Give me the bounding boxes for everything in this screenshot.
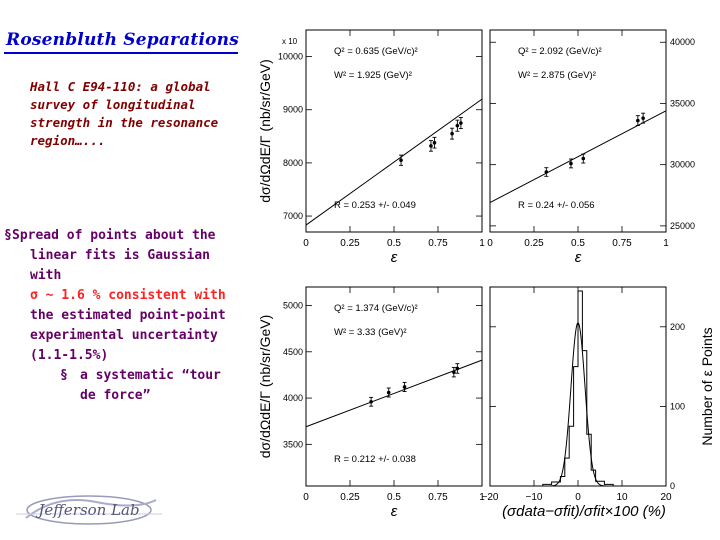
x-tick-label: 0 bbox=[303, 492, 309, 503]
y-tick-label: 3500 bbox=[283, 439, 303, 449]
bullet-line-5: experimental uncertainty bbox=[30, 328, 218, 343]
data-point bbox=[641, 116, 645, 120]
data-point bbox=[459, 121, 463, 125]
y-tick-label: 4500 bbox=[283, 347, 303, 357]
data-point bbox=[369, 399, 373, 404]
data-point bbox=[569, 161, 573, 166]
x-tick-label: 0.25 bbox=[340, 238, 360, 249]
data-point bbox=[544, 170, 549, 174]
y-tick-label: 0 bbox=[670, 481, 675, 491]
x-tick-label: −20 bbox=[482, 492, 499, 503]
sub-bullet-mark: § bbox=[60, 368, 68, 383]
data-point bbox=[581, 156, 586, 161]
sub-bullet-line-1: a systematic “tour bbox=[80, 368, 221, 383]
y-multiplier: x 10 bbox=[282, 37, 298, 46]
data-point bbox=[450, 131, 454, 136]
y-tick-label: 40000 bbox=[670, 37, 695, 47]
logo-text: Jefferson Lab bbox=[35, 501, 139, 519]
x-tick-label: 0.5 bbox=[387, 238, 401, 249]
bullet-line-6: (1.1-1.5%) bbox=[30, 348, 109, 363]
x-tick-label: 1 bbox=[479, 238, 485, 249]
sub-bullet-line-2: de force” bbox=[80, 388, 151, 403]
x-tick-label: 0.75 bbox=[428, 238, 448, 249]
y-tick-label: 100 bbox=[670, 401, 685, 411]
data-point bbox=[429, 144, 433, 148]
x-tick-label: 0.75 bbox=[428, 492, 448, 503]
annotation-q2: Q² = 1.374 (GeV/c)² bbox=[334, 303, 418, 314]
data-point bbox=[399, 158, 403, 163]
x-axis-label: ε bbox=[391, 503, 398, 520]
x-tick-label: 1 bbox=[663, 238, 669, 249]
bullet-line-1: Spread of points about the bbox=[2, 226, 240, 246]
data-point bbox=[432, 140, 437, 145]
data-point bbox=[455, 366, 460, 371]
annotation-r: R = 0.24 +/- 0.056 bbox=[518, 200, 595, 211]
annotation-w2: W² = 2.875 (GeV)² bbox=[518, 70, 596, 81]
gaussian-fit-curve bbox=[542, 322, 614, 487]
y-tick-label: 7000 bbox=[283, 211, 303, 221]
data-point bbox=[452, 370, 456, 374]
annotation-r: R = 0.212 +/- 0.038 bbox=[334, 454, 416, 465]
annotation-q2: Q² = 0.635 (GeV/c)² bbox=[334, 46, 418, 57]
fit-line bbox=[305, 98, 483, 226]
annotation-r: R = 0.253 +/- 0.049 bbox=[334, 200, 416, 211]
subtitle: Hall C E94-110: a global survey of longi… bbox=[30, 79, 219, 148]
panel-bottom-left: 0 0.25 0.5 0.75 1 3500 4000 4500 5000 ε dσ/dΩdE/Γ … bbox=[257, 286, 485, 520]
plots-root: 0 0.25 0.5 0.75 170008000900010000εdσ/dΩdE/Γ… bbox=[257, 29, 715, 520]
x-axis-label: ε bbox=[391, 249, 398, 266]
y-tick-label: 30000 bbox=[670, 160, 695, 170]
panel-top-left: 0 0.25 0.5 0.75 1 7000 8000 9000 10000 ε dσ/dΩdE/Γ… bbox=[257, 29, 485, 266]
data-point bbox=[455, 123, 460, 128]
fit-line bbox=[305, 359, 483, 428]
data-point bbox=[386, 390, 391, 395]
x-tick-label: 0 bbox=[303, 238, 309, 249]
x-tick-label: 0.5 bbox=[387, 492, 401, 503]
y-tick-label: 5000 bbox=[283, 301, 303, 311]
annotation-w2: W² = 3.33 (GeV)² bbox=[334, 327, 407, 338]
x-tick-label: 0.25 bbox=[340, 492, 360, 503]
x-tick-label: −10 bbox=[526, 492, 543, 503]
bullet-line-4: the estimated point-point bbox=[30, 308, 226, 323]
bullet-line-2: linear fits is Gaussian with bbox=[30, 248, 211, 283]
y-axis-label: dσ/dΩdE/Γ (nb/sr/GeV) bbox=[257, 59, 273, 203]
y-tick-label: 25000 bbox=[670, 221, 695, 231]
jefferson-lab-logo: Jefferson Lab bbox=[16, 495, 162, 525]
y-tick-label: 35000 bbox=[670, 98, 695, 108]
y-tick-label: 200 bbox=[670, 322, 685, 332]
y-tick-label: 4000 bbox=[283, 393, 303, 403]
bullet-sigma-line: σ ~ 1.6 % consistent with bbox=[30, 288, 226, 303]
x-tick-label: 0.25 bbox=[524, 238, 544, 249]
slide-title: Rosenbluth Separations bbox=[6, 30, 239, 50]
y-tick-label: 10000 bbox=[278, 52, 303, 62]
x-tick-label: 0 bbox=[575, 492, 581, 503]
annotation-w2: W² = 1.925 (GeV)² bbox=[334, 70, 412, 81]
sub-bullet: § a systematic “tour de force” bbox=[2, 366, 240, 406]
x-tick-label: 20 bbox=[660, 492, 672, 503]
x-tick-label: 10 bbox=[616, 492, 628, 503]
x-axis-label: ε bbox=[575, 249, 582, 266]
title-underline bbox=[4, 52, 238, 54]
data-point bbox=[636, 118, 640, 123]
x-tick-label: 0.5 bbox=[571, 238, 585, 249]
bullet-block: Spread of points about the linear fits i… bbox=[2, 226, 240, 406]
histogram-bars bbox=[542, 290, 614, 486]
x-tick-label: 0.75 bbox=[612, 238, 632, 249]
panel-bottom-right: −20 −10 0 10 200100200(σdata−σfit)/σfit×100 … bbox=[482, 286, 715, 520]
y-tick-label: 8000 bbox=[283, 158, 303, 168]
y-axis-label: Number of ε Points bbox=[699, 327, 715, 445]
x-tick-label: 1 bbox=[479, 492, 485, 503]
x-tick-label: 0 bbox=[487, 238, 493, 249]
annotation-q2: Q² = 2.092 (GeV/c)² bbox=[518, 46, 602, 57]
data-point bbox=[402, 385, 407, 389]
y-tick-label: 9000 bbox=[283, 105, 303, 115]
x-axis-label: (σdata−σfit)/σfit×100 (%) bbox=[502, 503, 666, 520]
y-axis-label: dσ/dΩdE/Γ (nb/sr/GeV) bbox=[257, 315, 273, 459]
fit-line bbox=[489, 110, 667, 204]
